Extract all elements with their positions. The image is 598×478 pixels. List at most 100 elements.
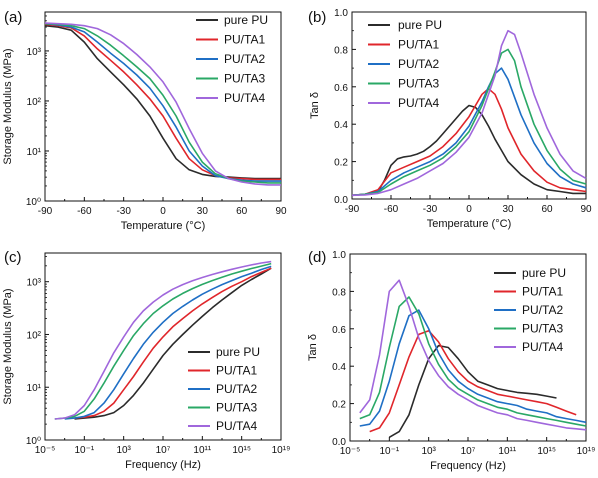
legend-label: PU/TA2: [216, 382, 257, 396]
panel-label: (a): [4, 9, 22, 26]
y-tick-label: 0.6: [334, 83, 348, 94]
series-line-pu-ta1: [369, 329, 577, 433]
legend-label: PU/TA2: [224, 52, 265, 66]
x-axis-label: Frequency (Hz): [430, 460, 506, 472]
x-tick-label: 10⁻⁵: [340, 446, 361, 457]
series-line-pu-ta4: [54, 260, 272, 420]
y-tick-label: 0.8: [332, 287, 346, 298]
x-tick-label: 30: [502, 204, 514, 215]
legend-label: PU/TA2: [398, 57, 439, 71]
legend-label: PU/TA1: [398, 38, 439, 52]
x-axis-label: Temperature (°C): [121, 220, 205, 232]
y-tick-label: 0.0: [332, 437, 346, 448]
series-line-pu-ta4: [359, 279, 587, 431]
legend-label: PU/TA3: [216, 401, 257, 415]
x-tick-label: 10¹⁹: [272, 445, 291, 456]
y-tick-label: 10²: [27, 330, 42, 341]
panel-label: (b): [308, 9, 326, 26]
x-tick-label: 10⁷: [461, 446, 476, 457]
legend-label: PU/TA1: [522, 285, 563, 299]
series-line-pu-ta3: [44, 22, 281, 184]
series-line-pu-ta1: [44, 23, 281, 181]
x-tick-label: -90: [345, 204, 360, 215]
x-tick-label: 60: [541, 204, 553, 215]
series-line-pu-ta3: [351, 48, 587, 197]
y-axis-label: Tan δ: [309, 92, 321, 119]
x-tick-label: 10¹⁵: [232, 445, 251, 456]
panel-label: (d): [308, 249, 326, 266]
legend-label: PU/TA4: [216, 419, 257, 433]
series-line-pu-ta2: [359, 309, 587, 427]
legend-label: PU/TA4: [522, 340, 563, 354]
legend-label: PU/TA4: [398, 96, 439, 110]
series-line-pure-pu: [74, 267, 272, 420]
x-tick-label: 0: [466, 204, 472, 215]
y-tick-label: 0.4: [332, 362, 346, 373]
y-tick-label: 10³: [27, 47, 42, 58]
panel-b: -90 -60 -30 0 30 60 90 0.0 0.2 0.4 0.6 0.8 1.0 Temper…: [308, 8, 592, 230]
y-axis-label: Tan δ: [307, 334, 319, 361]
series-line-pu-ta3: [359, 296, 587, 427]
x-tick-label: 30: [197, 206, 209, 217]
x-tick-label: 10³: [421, 446, 436, 457]
legend-label: pure PU: [224, 13, 268, 27]
x-tick-label: -30: [116, 206, 131, 217]
x-tick-label: 10¹¹: [498, 446, 516, 457]
panel-d: 10⁻⁵ 10⁻¹ 10³ 10⁷ 10¹¹ 10¹⁵ 10¹⁹ 0.0 0.2 0.4 0.6 0.…: [307, 249, 595, 472]
y-tick-label: 0.4: [334, 120, 348, 131]
x-tick-label: -60: [384, 204, 399, 215]
legend: pure PU PU/TA1 PU/TA2 PU/TA3 PU/TA4: [368, 18, 442, 110]
legend-label: pure PU: [398, 18, 442, 32]
x-tick-label: -30: [423, 204, 438, 215]
y-tick-label: 10¹: [27, 383, 42, 394]
series-line-pure-pu: [388, 344, 557, 438]
series-line-pu-ta2: [64, 265, 272, 420]
x-tick-label: 0: [160, 206, 166, 217]
y-axis-label: Storage Modulus (MPa): [2, 288, 14, 404]
legend-label: pure PU: [522, 266, 566, 280]
x-tick-label: 10⁻⁵: [35, 445, 56, 456]
x-tick-label: -90: [38, 206, 53, 217]
panel-c: 10⁻⁵ 10⁻¹ 10³ 10⁷ 10¹¹ 10¹⁵ 10¹⁹ 10⁰ 10¹ 10² 10³ Fr…: [2, 249, 290, 471]
y-tick-label: 10⁰: [26, 436, 41, 447]
series-line-pu-ta1: [351, 87, 587, 197]
y-axis-label: Storage Modulus (MPa): [2, 48, 14, 164]
legend: pure PU PU/TA1 PU/TA2 PU/TA3 PU/TA4: [196, 13, 268, 105]
legend-label: pure PU: [216, 345, 260, 359]
x-tick-label: 10⁷: [156, 445, 171, 456]
legend-label: PU/TA1: [224, 33, 265, 47]
panel-label: (c): [4, 249, 22, 266]
x-tick-label: 90: [580, 204, 592, 215]
y-tick-label: 0.8: [334, 45, 348, 56]
x-axis-label: Temperature (°C): [427, 218, 511, 230]
y-tick-label: 1.0: [332, 250, 346, 261]
y-tick-label: 0.0: [334, 195, 348, 206]
legend-label: PU/TA1: [216, 364, 257, 378]
series-line-pu-ta1: [74, 267, 272, 419]
series-line-pu-ta2: [44, 22, 281, 182]
x-tick-label: 10⁻¹: [379, 446, 399, 457]
series-line-pu-ta2: [351, 67, 587, 197]
x-tick-label: 10¹⁵: [537, 446, 556, 457]
y-tick-label: 0.2: [334, 158, 348, 169]
y-tick-label: 10³: [27, 278, 42, 289]
x-tick-label: 10³: [116, 445, 131, 456]
x-tick-label: -60: [77, 206, 92, 217]
x-tick-label: 10¹¹: [193, 445, 211, 456]
legend-label: PU/TA3: [522, 322, 563, 336]
series-line-pure-pu: [351, 104, 586, 197]
series-line-pu-ta4: [351, 29, 587, 197]
series-line-pu-ta4: [44, 22, 281, 186]
y-tick-label: 0.6: [332, 325, 346, 336]
legend: pure PU PU/TA1 PU/TA2 PU/TA3 PU/TA4: [494, 266, 566, 354]
series-line-pu-ta3: [54, 262, 272, 420]
legend-label: PU/TA3: [398, 77, 439, 91]
y-tick-label: 10⁰: [26, 197, 41, 208]
legend-label: PU/TA2: [522, 303, 563, 317]
y-tick-label: 0.2: [332, 400, 346, 411]
x-axis-label: Frequency (Hz): [125, 459, 201, 471]
x-tick-label: 60: [236, 206, 248, 217]
legend: pure PU PU/TA1 PU/TA2 PU/TA3 PU/TA4: [188, 345, 260, 433]
y-tick-label: 10²: [27, 97, 42, 108]
